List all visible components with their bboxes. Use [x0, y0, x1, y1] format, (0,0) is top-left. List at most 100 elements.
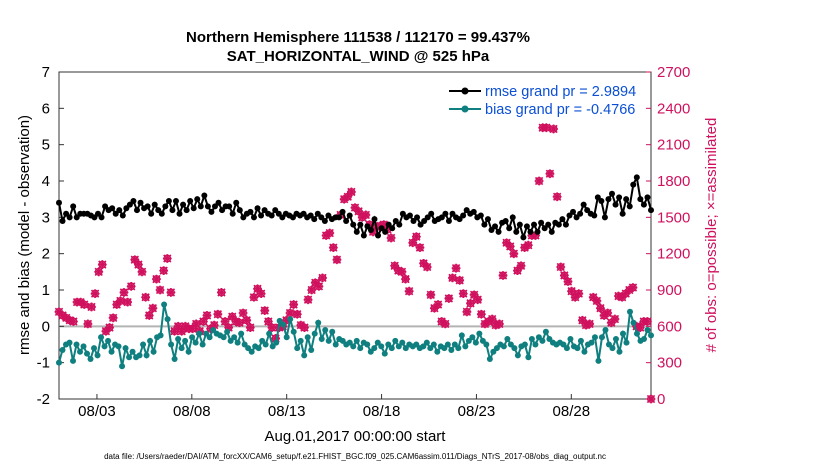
- bias-point: [504, 336, 511, 343]
- bias-point: [542, 328, 549, 335]
- rmse-point: [548, 228, 555, 235]
- y-right-tick-label: 900: [657, 282, 682, 299]
- rmse-point: [130, 197, 137, 204]
- bias-point: [644, 326, 651, 333]
- bias-point: [220, 334, 227, 341]
- bias-point: [483, 341, 490, 348]
- rmse-point: [516, 221, 523, 228]
- obs-assimilated-point: [513, 266, 522, 276]
- rmse-point: [601, 214, 608, 221]
- chart-subtitle: SAT_HORIZONTAL_WIND @ 525 hPa: [227, 48, 490, 65]
- rmse-point: [148, 210, 155, 217]
- rmse-point: [555, 221, 562, 228]
- x-tick-label: 08/23: [458, 403, 496, 420]
- rmse-point: [197, 203, 204, 210]
- obs-assimilated-point: [144, 311, 154, 320]
- obs-assimilated-point: [152, 274, 161, 284]
- rmse-point: [165, 197, 172, 204]
- obs-assimilated-point: [361, 210, 371, 220]
- obs-assimilated-point: [108, 313, 118, 323]
- obs-assimilated-point: [83, 319, 93, 329]
- rmse-point: [616, 194, 623, 201]
- bias-point: [182, 337, 189, 344]
- obs-assimilated-point: [209, 320, 219, 330]
- bias-point: [444, 341, 451, 348]
- obs-assimilated-point: [292, 309, 302, 319]
- legend: rmse grand pr = 2.9894 bias grand pr = -…: [446, 80, 644, 118]
- rmse-point: [580, 201, 587, 208]
- obs-assimilated-point: [498, 271, 508, 280]
- rmse-point: [523, 223, 530, 230]
- rmse-point: [254, 205, 261, 212]
- obs-assimilated-point: [588, 292, 598, 302]
- bias-point: [266, 330, 273, 337]
- obs-assimilated-point: [137, 267, 147, 277]
- obs-assimilated-point: [307, 285, 317, 295]
- obs-assimilated-point: [469, 290, 479, 300]
- rmse-series: [56, 174, 654, 241]
- obs-assimilated-point: [415, 243, 425, 253]
- x-tick-label: 08/03: [78, 403, 116, 420]
- rmse-point: [109, 205, 116, 212]
- rmse-point: [396, 221, 403, 228]
- bias-point: [500, 343, 507, 350]
- rmse-point: [346, 212, 353, 219]
- rmse-point: [172, 197, 179, 204]
- rmse-point: [215, 199, 222, 206]
- rmse-point: [513, 228, 520, 235]
- bias-point: [262, 341, 269, 348]
- obs-assimilated-point: [310, 278, 320, 288]
- obs-assimilated-point: [422, 262, 432, 272]
- bias-point: [297, 337, 304, 344]
- bias-point: [80, 343, 87, 350]
- rmse-point: [531, 221, 538, 228]
- bias-point: [119, 363, 126, 370]
- bias-point: [486, 356, 493, 363]
- bias-point: [59, 346, 66, 353]
- obs-assimilated-point: [162, 254, 172, 263]
- legend-rmse-marker: [461, 87, 469, 95]
- bias-point: [322, 326, 329, 333]
- obs-assimilated-point: [390, 261, 400, 271]
- bias-point: [378, 343, 385, 350]
- obs-assimilated-point: [177, 326, 187, 336]
- obs-assimilated-point: [552, 192, 562, 202]
- y-left-tick-label: 2: [42, 246, 50, 263]
- bias-point: [392, 337, 399, 344]
- obs-assimilated-point: [411, 232, 421, 242]
- rmse-point: [559, 216, 566, 223]
- bias-point: [98, 334, 105, 341]
- rmse-point: [633, 174, 640, 181]
- legend-rmse-label: rmse grand pr = 2.9894: [485, 84, 636, 100]
- x-tick-label: 08/13: [268, 403, 306, 420]
- obs-assimilated-point: [141, 292, 151, 302]
- bias-point: [290, 328, 297, 335]
- bias-point: [626, 308, 633, 315]
- rmse-point: [619, 210, 626, 217]
- obs-assimilated-point: [94, 267, 104, 277]
- rmse-point: [336, 214, 343, 221]
- obs-assimilated-point: [516, 261, 526, 271]
- rmse-point: [538, 219, 545, 226]
- legend-bias-marker: [461, 105, 469, 113]
- obs-assimilated-point: [451, 263, 461, 273]
- bias-point: [161, 301, 168, 308]
- bias-point: [255, 345, 262, 352]
- obs-assimilated-point: [271, 334, 280, 343]
- rmse-point: [445, 217, 452, 224]
- rmse-point: [116, 207, 123, 214]
- rmse-point: [492, 223, 499, 230]
- rmse-point: [169, 207, 176, 214]
- rmse-point: [502, 217, 509, 224]
- bias-point: [511, 345, 518, 352]
- rmse-point: [644, 194, 651, 201]
- obs-assimilated-point: [462, 307, 472, 317]
- rmse-point: [371, 216, 378, 223]
- obs-assimilated-point: [101, 326, 111, 336]
- bias-point: [472, 339, 479, 346]
- bias-point: [136, 352, 143, 359]
- rmse-point: [70, 203, 77, 210]
- rmse-point: [570, 208, 577, 215]
- y-right-tick-label: 1800: [657, 173, 690, 190]
- obs-assimilated-point: [263, 317, 273, 326]
